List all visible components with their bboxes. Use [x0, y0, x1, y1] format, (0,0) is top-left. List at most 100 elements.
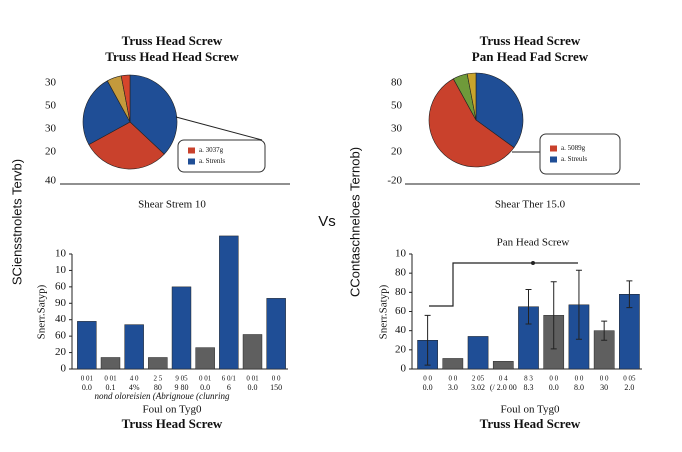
x-tick-label: (/ 2.0 00 — [490, 383, 517, 392]
error-bar — [550, 281, 557, 350]
x-tick-sublabel: 0 05 — [623, 375, 636, 383]
x-tick-sublabel: 0 01 — [246, 375, 259, 383]
y-tick-label: 40 — [55, 313, 67, 325]
x-axis-title: Foul on Tyg0 — [143, 404, 202, 416]
error-bar — [626, 280, 633, 309]
x-tick-label: 3.0 — [448, 383, 458, 392]
y-label: 30 — [45, 123, 57, 135]
legend-label: a. 5089g — [561, 144, 586, 152]
x-tick-label: 0.0 — [248, 383, 258, 392]
note: nond oloreisien (Abrignoue (clunring — [95, 391, 230, 401]
pie-slice — [82, 80, 131, 146]
bar — [467, 336, 489, 370]
legend-swatch — [550, 156, 557, 163]
error-bar — [575, 269, 582, 340]
x-tick-label: 4% — [129, 383, 140, 392]
bar — [77, 321, 97, 370]
y-label: 20 — [45, 146, 57, 158]
x-tick-sublabel: 4 0 — [130, 375, 139, 383]
y-tick-label: 0 — [61, 363, 67, 375]
x-tick-sublabel: 9 05 — [175, 375, 188, 383]
y-label: 50 — [45, 100, 57, 112]
pie-slice — [129, 74, 178, 155]
x-tick-label: 3.02 — [471, 383, 485, 392]
chart-title: Pan Head Screw — [497, 237, 570, 249]
legend-box — [539, 133, 621, 175]
caption: Shear Strem 10 — [138, 199, 206, 211]
chart-title: Truss Head Screw — [122, 33, 223, 48]
side-label: SCiensstnolets Tervb) — [9, 159, 24, 285]
pie-slice — [466, 72, 477, 121]
bar — [442, 358, 464, 370]
chart-title: Pan Head Fad Screw — [472, 49, 589, 64]
x-tick-label: 8.0 — [574, 383, 584, 392]
y-tick-label: 60 — [55, 280, 67, 292]
x-tick-sublabel: 0 0 — [575, 375, 584, 383]
x-tick-label: 0.0 — [549, 383, 559, 392]
y-label: 40 — [45, 175, 57, 187]
x-tick-label: 9 80 — [175, 383, 189, 392]
y-tick-label: 20 — [55, 346, 67, 358]
legend-swatch — [550, 145, 557, 152]
legend-label: a. Streuls — [561, 155, 587, 163]
caption: Shear Ther 15.0 — [495, 199, 566, 211]
bar — [171, 286, 192, 370]
y-label: 30 — [45, 77, 57, 89]
x-tick-label: 150 — [270, 383, 282, 392]
footer: Truss Head Screw — [122, 416, 223, 431]
bracket — [429, 262, 578, 307]
bar — [242, 334, 263, 370]
pie-slice — [120, 74, 131, 123]
x-tick-sublabel: 0 0 — [600, 375, 609, 383]
footer: Truss Head Screw — [480, 416, 581, 431]
x-axis-title: Foul on Tyg0 — [501, 404, 560, 416]
y-tick-label: 20 — [395, 343, 407, 355]
error-bar — [525, 288, 532, 325]
bar — [219, 235, 239, 370]
bar — [100, 357, 121, 370]
leader-line — [175, 116, 263, 141]
bar — [148, 357, 168, 370]
y-label: -20 — [387, 175, 402, 187]
x-tick-label: 30 — [600, 383, 608, 392]
bracket-dot — [531, 261, 535, 265]
y-label: 20 — [391, 146, 403, 158]
vs-label: Vs — [318, 213, 336, 230]
pie-slice — [475, 72, 524, 149]
y-axis-title: Snerr.Satyp) — [36, 284, 48, 339]
error-bar — [424, 314, 431, 366]
x-tick-sublabel: 0 01 — [199, 375, 212, 383]
x-tick-sublabel: 6 0/1 — [222, 375, 237, 383]
x-tick-label: 8.3 — [524, 383, 534, 392]
y-tick-label: 60 — [395, 305, 407, 317]
x-tick-sublabel: 0 0 — [272, 375, 281, 383]
bar — [492, 361, 514, 370]
y-tick-label: 10 — [55, 248, 67, 260]
chart-title: Truss Head Screw — [480, 33, 581, 48]
x-tick-label: 0.0 — [82, 383, 92, 392]
legend-swatch — [188, 147, 195, 154]
legend-label: a. 3037g — [199, 146, 224, 154]
y-tick-label: 40 — [395, 324, 407, 336]
error-bar — [601, 320, 608, 341]
y-label: 80 — [391, 77, 403, 89]
chart-title: Truss Head Head Screw — [105, 49, 239, 64]
legend-box — [177, 139, 266, 173]
x-tick-sublabel: 8 3 — [524, 375, 533, 383]
y-axis-title: Snerr.Satyp) — [378, 284, 390, 339]
pie-slice — [88, 121, 165, 170]
x-tick-sublabel: 0 01 — [81, 375, 94, 383]
bar — [266, 298, 286, 370]
x-tick-sublabel: 0 01 — [104, 375, 117, 383]
x-tick-label: 0.0 — [423, 383, 433, 392]
y-label: 50 — [391, 100, 403, 112]
x-tick-label: 0.1 — [106, 383, 116, 392]
x-tick-sublabel: 2 5 — [153, 375, 162, 383]
bar — [195, 347, 215, 370]
pie-slice — [428, 78, 515, 168]
y-tick-label: 90 — [55, 297, 67, 309]
x-tick-label: 6 — [227, 383, 231, 392]
y-tick-label: 80 — [395, 286, 407, 298]
x-tick-label: 0.0 — [200, 383, 210, 392]
